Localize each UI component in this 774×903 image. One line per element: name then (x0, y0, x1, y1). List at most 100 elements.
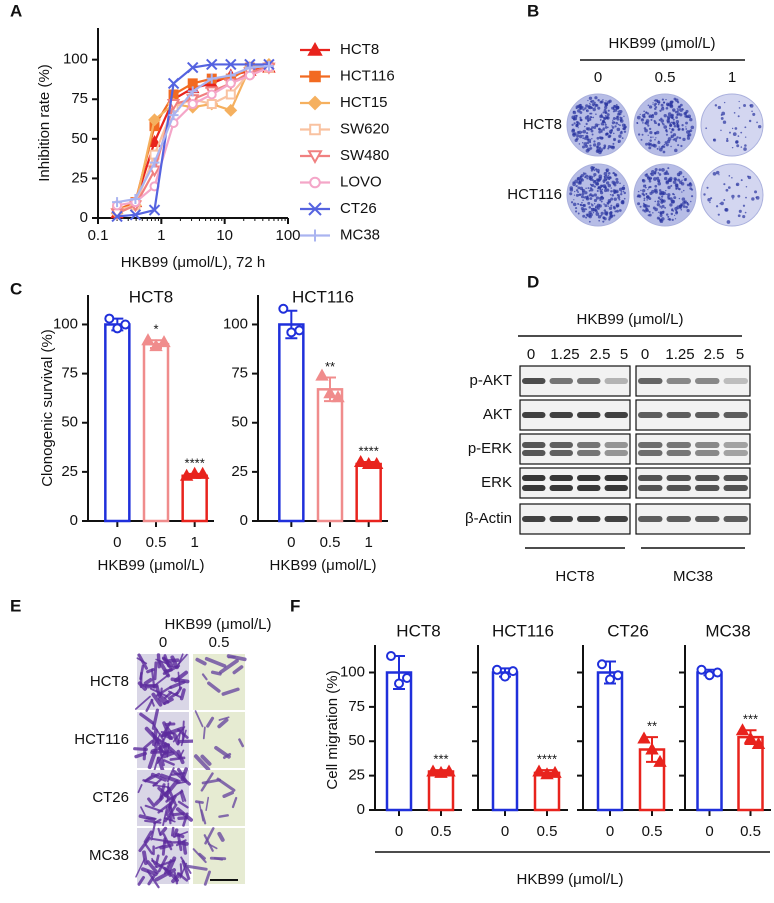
colony (618, 134, 622, 138)
colony (685, 109, 689, 113)
bar (491, 671, 519, 812)
colony (596, 142, 601, 146)
colony (720, 129, 722, 132)
colony (607, 183, 612, 188)
blot-band (549, 485, 573, 491)
colony (723, 183, 726, 186)
blot-band (666, 450, 691, 456)
cell (152, 784, 170, 789)
replicate-point (743, 731, 758, 744)
cell (202, 726, 206, 740)
blot-band (522, 442, 546, 448)
colony (600, 211, 604, 215)
bar (385, 671, 413, 812)
chart-title: MC38 (705, 621, 750, 640)
replicate-point (613, 670, 624, 681)
chart-title: HCT8 (129, 287, 173, 306)
colony (724, 208, 728, 212)
cell (146, 668, 155, 674)
colony (608, 178, 611, 180)
colony (610, 197, 614, 201)
legend-label: SW480 (340, 147, 389, 164)
colony (680, 182, 685, 186)
colony (609, 177, 612, 179)
colony (673, 110, 675, 112)
colony (679, 103, 683, 107)
colony (584, 125, 586, 128)
colony (655, 130, 660, 135)
replicate-point (442, 764, 456, 777)
colony (596, 126, 598, 128)
colony (647, 134, 649, 136)
x-axis-label: HKB99 (μmol/L) (269, 557, 376, 574)
cell (205, 796, 210, 812)
colony (670, 184, 673, 187)
colony (657, 172, 660, 174)
protein-label: β-Actin (465, 510, 512, 527)
colony (602, 120, 606, 124)
colony (669, 203, 673, 207)
colony (640, 189, 642, 192)
colony (657, 103, 660, 106)
colony (614, 210, 617, 213)
cell (179, 688, 186, 701)
colony (612, 132, 615, 135)
colony (665, 143, 669, 147)
cell (172, 732, 180, 746)
colony (582, 214, 586, 218)
colony (618, 198, 621, 201)
colony (598, 127, 601, 131)
colony (686, 136, 691, 140)
colony (660, 119, 665, 123)
colony (642, 188, 646, 193)
cell (159, 783, 166, 801)
colony (731, 127, 734, 130)
colony (586, 141, 590, 145)
colony (585, 213, 589, 217)
colony (610, 190, 613, 193)
colony (642, 203, 647, 208)
colony (584, 107, 587, 110)
blot-band (604, 450, 628, 456)
colony (604, 115, 607, 117)
colony (743, 147, 747, 151)
replicate-point (394, 678, 405, 689)
dose-label: 0 (527, 346, 535, 363)
blot-frame (519, 467, 631, 499)
colony (723, 199, 726, 201)
colony (680, 204, 682, 207)
colony (663, 171, 667, 176)
colony (585, 187, 587, 190)
colony (756, 121, 758, 124)
colony (667, 197, 670, 200)
dose-label: 1.25 (665, 346, 694, 363)
legend-label: LOVO (340, 173, 382, 190)
colony (659, 192, 662, 196)
colony (618, 187, 623, 192)
colony (642, 179, 646, 183)
colony (670, 145, 672, 148)
x-tick-label: 0 (705, 823, 713, 840)
colony (637, 133, 641, 136)
colony (620, 191, 623, 193)
colony (670, 131, 673, 134)
colony (658, 189, 662, 192)
colony (653, 177, 657, 181)
cell (207, 843, 218, 850)
colony (587, 137, 589, 139)
replicate-point (104, 313, 115, 324)
colony (742, 215, 746, 219)
colony (664, 141, 668, 144)
colony (571, 123, 574, 127)
colony (652, 103, 654, 105)
colony (603, 144, 607, 148)
colony (738, 100, 740, 103)
blot-band (577, 516, 601, 522)
colony (608, 99, 612, 103)
replicate-point (323, 386, 337, 399)
replicate-point (597, 659, 608, 670)
colony (744, 136, 747, 138)
colony (650, 114, 655, 119)
colony (680, 209, 683, 211)
colony (755, 196, 760, 200)
